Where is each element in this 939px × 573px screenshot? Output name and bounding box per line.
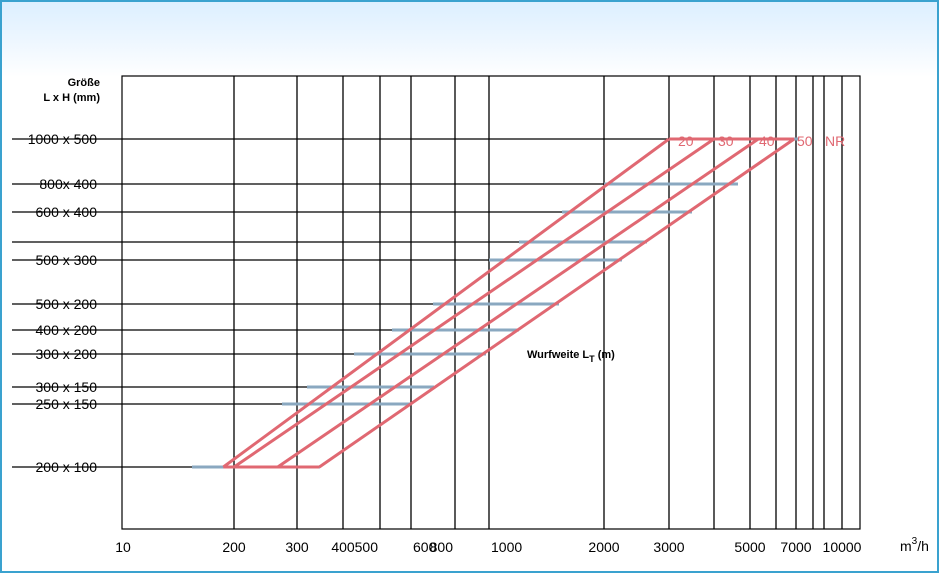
y-label: 500 x 200 [36, 296, 98, 312]
x-tick-label: 10 [115, 539, 131, 555]
x-tick-label: 600 [413, 539, 437, 555]
throw-distance-annotation: Wurfweite LT (m) [527, 349, 615, 364]
y-label: 200 x 100 [36, 459, 98, 475]
series-label-50: 50 [797, 133, 813, 149]
x-tick-label: 7000 [780, 539, 811, 555]
y-label: 600 x 400 [36, 204, 98, 220]
throw-line-50 [318, 137, 795, 469]
y-label: 250 x 150 [36, 396, 98, 412]
x-tick-label: 2000 [588, 539, 619, 555]
diagonal-lines [222, 137, 795, 469]
x-tick-label: 5000 [734, 539, 765, 555]
y-header-line1: Größe [68, 77, 100, 89]
x-tick-label: 400 [331, 539, 355, 555]
y-label: 1000 x 500 [28, 131, 97, 147]
y-label: 400 x 200 [36, 322, 98, 338]
y-category-labels: 1000 x 500 800x 400 600 x 400 500 x 300 500 … [28, 131, 98, 475]
x-axis-unit: m3/h [900, 536, 929, 554]
y-header-line2: L x H (mm) [43, 92, 100, 104]
y-label: 800x 400 [39, 176, 97, 192]
throw-line-20 [222, 137, 670, 469]
x-tick-label: 10000 [823, 539, 862, 555]
series-label-40: 40 [759, 133, 775, 149]
series-label-20: 20 [678, 133, 694, 149]
throw-line-30 [233, 137, 715, 469]
x-tick-label: 800 [430, 539, 454, 555]
series-labels: 20 30 40 50 [678, 133, 813, 149]
x-tick-label: 500 [355, 539, 379, 555]
horizontal-bands [192, 137, 799, 469]
series-label-30: 30 [718, 133, 734, 149]
y-label: 300 x 200 [36, 346, 98, 362]
throw-line-40 [276, 137, 760, 469]
x-tick-label: 3000 [653, 539, 684, 555]
plot-border [121, 75, 861, 530]
x-tick-label: 300 [285, 539, 309, 555]
x-tick-label: 200 [222, 539, 246, 555]
x-tick-label: 1000 [491, 539, 522, 555]
y-label: 300 x 150 [36, 379, 98, 395]
series-suffix-label: NR [825, 133, 845, 149]
y-label: 500 x 300 [36, 252, 98, 268]
